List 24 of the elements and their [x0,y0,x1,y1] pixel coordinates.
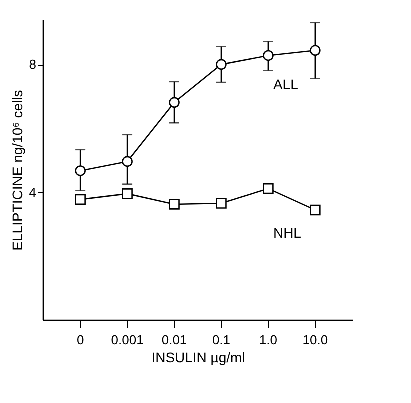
point [263,183,274,194]
point [75,166,86,176]
series-label: ALL [273,76,299,93]
x-tick-label: 0.1 [212,332,231,348]
x-tick-label: 0 [76,332,84,348]
point [169,199,180,210]
point [263,50,274,62]
series-label: NHL [273,224,302,241]
point [310,45,321,56]
y-tick-label: 8 [29,57,36,72]
point [216,198,227,209]
point [75,194,86,206]
x-axis-title: INSULIN µg/ml [152,350,246,366]
x-tick-label: 1.0 [259,332,278,348]
point [122,188,133,200]
x-tick-label: 10.0 [302,332,328,348]
point [169,97,180,108]
point [216,59,227,70]
x-tick-label: 0.01 [162,332,188,348]
y-axis-title: ELLIPTICINE ng/10⁶ cells [9,90,26,251]
y-tick-label: 4 [29,184,36,200]
point [310,204,321,216]
point [122,156,133,168]
x-tick-label: 0.001 [111,332,144,348]
